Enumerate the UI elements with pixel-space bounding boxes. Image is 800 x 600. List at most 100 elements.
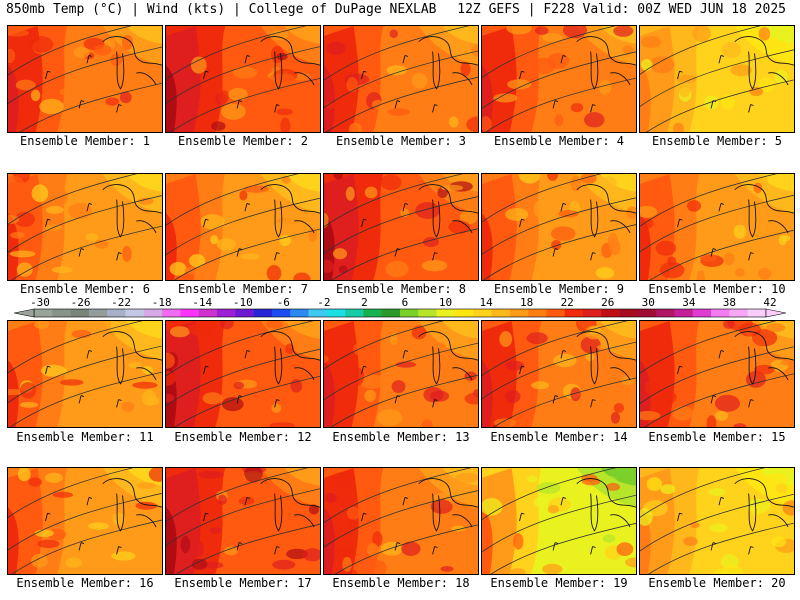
colorbar-arrow-right — [765, 308, 787, 318]
ensemble-member-label: Ensemble Member: 10 — [648, 282, 786, 296]
ensemble-member-label: Ensemble Member: 4 — [493, 134, 625, 148]
colorbar-swatch — [143, 309, 163, 317]
colorbar-swatch — [619, 309, 639, 317]
colorbar-swatch — [454, 309, 474, 317]
ensemble-map-panel — [165, 320, 321, 428]
ensemble-member-label: Ensemble Member: 20 — [648, 576, 786, 590]
colorbar-swatch — [381, 309, 401, 317]
color-scale-bar: -30 -26 -22 -18 -14 -10 -6 -2 2 6 10 14 18 22 26 30 34 38… — [13, 296, 787, 318]
colorbar-tick-label: 18 — [520, 296, 533, 309]
ensemble-member-label: Ensemble Member: 2 — [177, 134, 309, 148]
colorbar-tick-label: 2 — [361, 296, 368, 309]
colorbar-swatch — [656, 309, 675, 317]
ensemble-member-label: Ensemble Member: 15 — [648, 430, 786, 444]
header-run-info: 12Z GEFS | F228 Valid: 00Z WED JUN 18 20… — [457, 2, 786, 17]
ensemble-member-label: Ensemble Member: 12 — [174, 430, 312, 444]
ensemble-member-label: Ensemble Member: 11 — [16, 430, 154, 444]
colorbar-tick-label: -22 — [111, 296, 131, 309]
ensemble-member-label: Ensemble Member: 19 — [490, 576, 628, 590]
ensemble-map-panel — [7, 173, 163, 281]
ensemble-member-label: Ensemble Member: 16 — [16, 576, 154, 590]
ensemble-map-panel — [639, 467, 795, 575]
ensemble-map-panel — [7, 320, 163, 428]
colorbar-tick-label: -6 — [277, 296, 290, 309]
colorbar-swatch — [509, 309, 529, 317]
colorbar-swatch — [418, 309, 437, 317]
colorbar-swatch — [52, 309, 71, 317]
colorbar-swatch — [473, 309, 492, 317]
colorbar-swatch — [125, 309, 145, 317]
colorbar-swatch — [400, 309, 419, 317]
colorbar-swatch — [436, 309, 456, 317]
ensemble-map-panel — [639, 320, 795, 428]
colorbar-swatch — [326, 309, 346, 317]
colorbar-tick-label: 42 — [763, 296, 776, 309]
colorbar-swatch — [308, 309, 328, 317]
ensemble-map-panel — [481, 25, 637, 133]
colorbar-swatch — [253, 309, 273, 317]
ensemble-member-label: Ensemble Member: 18 — [332, 576, 470, 590]
colorbar-swatch — [70, 309, 90, 317]
ensemble-map-panel — [323, 320, 479, 428]
ensemble-member-label: Ensemble Member: 5 — [651, 134, 783, 148]
colorbar-swatch — [290, 309, 309, 317]
ensemble-map-panel — [165, 25, 321, 133]
colorbar-swatch — [491, 309, 511, 317]
colorbar-swatch — [692, 309, 712, 317]
ensemble-map-panel — [481, 467, 637, 575]
colorbar-tick-label: -14 — [192, 296, 212, 309]
colorbar-tick-label: -10 — [233, 296, 253, 309]
colorbar-tick-label: 34 — [682, 296, 696, 309]
colorbar-arrow-left — [13, 308, 35, 318]
ensemble-member-label: Ensemble Member: 14 — [490, 430, 628, 444]
colorbar-tick-label: 30 — [642, 296, 655, 309]
ensemble-member-label: Ensemble Member: 1 — [19, 134, 151, 148]
colorbar-swatch — [747, 309, 767, 317]
colorbar-tick-label: -18 — [152, 296, 172, 309]
colorbar-swatch — [162, 309, 181, 317]
colorbar-tick-label: -26 — [71, 296, 91, 309]
colorbar-swatch — [180, 309, 199, 317]
ensemble-member-label: Ensemble Member: 8 — [335, 282, 467, 296]
colorbar-swatch — [601, 309, 620, 317]
colorbar-tick-label: 6 — [402, 296, 409, 309]
colorbar-swatch — [711, 309, 730, 317]
header-title: 850mb Temp (°C) | Wind (kts) | College o… — [6, 2, 437, 17]
ensemble-map-panel — [7, 25, 163, 133]
colorbar-swatch — [674, 309, 694, 317]
ensemble-member-label: Ensemble Member: 6 — [19, 282, 151, 296]
colorbar-swatch — [88, 309, 108, 317]
colorbar-swatch — [729, 309, 748, 317]
ensemble-map-panel — [323, 467, 479, 575]
ensemble-map-panel — [323, 25, 479, 133]
colorbar-swatch — [235, 309, 254, 317]
ensemble-member-label: Ensemble Member: 13 — [332, 430, 470, 444]
colorbar-swatch — [198, 309, 218, 317]
ensemble-map-panel — [165, 173, 321, 281]
colorbar-swatch — [107, 309, 126, 317]
colorbar-swatch — [583, 309, 602, 317]
colorbar-tick-label: -2 — [317, 296, 330, 309]
ensemble-member-label: Ensemble Member: 7 — [177, 282, 309, 296]
colorbar-swatch — [345, 309, 364, 317]
colorbar-tick-label: 38 — [723, 296, 736, 309]
ensemble-member-label: Ensemble Member: 17 — [174, 576, 312, 590]
colorbar-swatch — [363, 309, 382, 317]
colorbar-swatch — [34, 309, 53, 317]
colorbar-swatch — [271, 309, 291, 317]
colorbar-swatch — [637, 309, 657, 317]
ensemble-map-panel — [165, 467, 321, 575]
ensemble-map-panel — [481, 173, 637, 281]
colorbar-tick-label: 22 — [561, 296, 574, 309]
colorbar-swatch — [217, 309, 236, 317]
ensemble-map-panel — [481, 320, 637, 428]
colorbar-swatch — [528, 309, 547, 317]
ensemble-member-label: Ensemble Member: 3 — [335, 134, 467, 148]
ensemble-map-panel — [639, 25, 795, 133]
colorbar-tick-label: 26 — [601, 296, 614, 309]
colorbar-tick-label: -30 — [30, 296, 50, 309]
ensemble-map-panel — [7, 467, 163, 575]
colorbar-tick-label: 14 — [479, 296, 493, 309]
ensemble-member-label: Ensemble Member: 9 — [493, 282, 625, 296]
ensemble-map-panel — [639, 173, 795, 281]
